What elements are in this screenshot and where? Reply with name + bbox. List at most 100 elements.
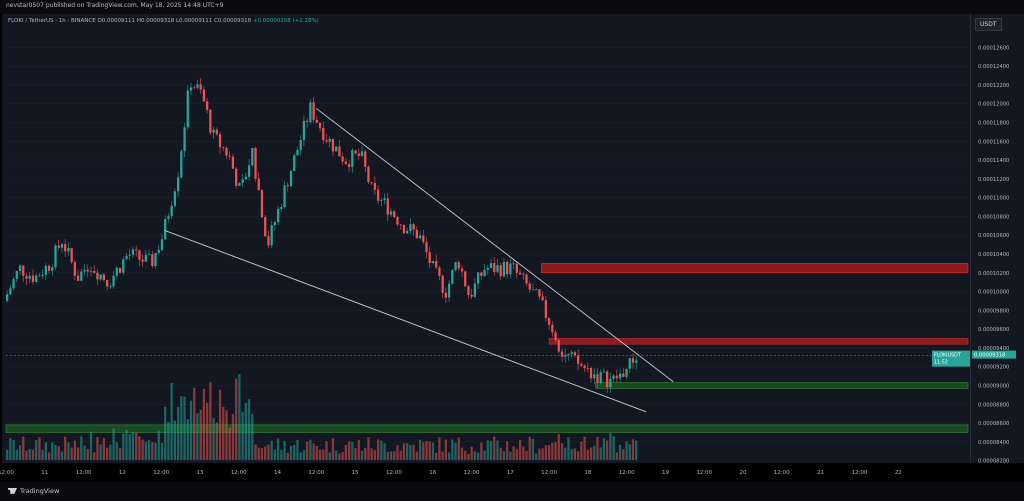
volume-bar bbox=[399, 450, 402, 460]
candle-body bbox=[212, 129, 215, 133]
volume-bar bbox=[325, 440, 328, 460]
y-tick-label: 0.00008600 bbox=[978, 421, 1009, 427]
volume-bar bbox=[528, 437, 531, 460]
volume-bar bbox=[31, 449, 35, 460]
candle-body bbox=[28, 275, 31, 279]
candle-body bbox=[606, 371, 609, 388]
x-tick-label: 12:00 bbox=[851, 470, 867, 476]
candle-body bbox=[125, 255, 128, 260]
trendline-upper bbox=[316, 108, 674, 383]
volume-bar bbox=[51, 442, 54, 460]
volume-bar bbox=[131, 431, 135, 460]
volume-bar bbox=[106, 447, 109, 460]
resistance-zone bbox=[541, 263, 969, 274]
candle-body bbox=[544, 300, 548, 318]
candle-body bbox=[273, 221, 277, 226]
candle-body bbox=[364, 151, 367, 167]
volume-bar bbox=[618, 444, 622, 460]
candle-body bbox=[218, 134, 222, 148]
volume-bar bbox=[470, 446, 473, 460]
candle-body bbox=[86, 269, 89, 272]
volume-bar bbox=[357, 440, 360, 460]
candle-body bbox=[6, 294, 9, 301]
candle-body bbox=[447, 283, 451, 298]
candle-body bbox=[293, 155, 296, 172]
candle-body bbox=[183, 127, 186, 152]
candle-body bbox=[460, 268, 464, 272]
volume-bar bbox=[589, 447, 593, 460]
candle-body bbox=[254, 148, 257, 179]
volume-bar bbox=[557, 434, 560, 460]
volume-bar bbox=[44, 442, 47, 460]
candle-body bbox=[480, 272, 483, 276]
volume-bar bbox=[35, 440, 38, 460]
volume-bar bbox=[125, 429, 128, 460]
candle-body bbox=[112, 275, 115, 287]
candle-body bbox=[18, 265, 22, 271]
volume-bar bbox=[564, 447, 567, 460]
publish-bar: nevstar0507 published on TradingView.com… bbox=[0, 0, 1024, 14]
candle-body bbox=[586, 368, 589, 369]
x-tick-label: 12:00 bbox=[774, 470, 790, 476]
y-tick-label: 0.00010400 bbox=[978, 252, 1009, 258]
candle-body bbox=[157, 249, 160, 253]
volume-bar bbox=[335, 450, 338, 460]
candle-body bbox=[41, 274, 44, 276]
volume-bar bbox=[547, 445, 551, 460]
volume-bar bbox=[202, 388, 206, 460]
candle-body bbox=[502, 261, 506, 277]
candle-body bbox=[80, 271, 83, 281]
price-axis[interactable] bbox=[970, 14, 1024, 463]
x-tick-label: 20 bbox=[740, 470, 747, 476]
candle-body bbox=[118, 267, 122, 273]
candle-body bbox=[444, 292, 447, 298]
volume-bar bbox=[344, 445, 347, 460]
volume-bar bbox=[225, 410, 228, 460]
axis-price-value: 0.00009318 bbox=[974, 353, 1005, 359]
volume-bar bbox=[70, 447, 73, 460]
candle-body bbox=[302, 120, 306, 141]
candle-body bbox=[51, 267, 54, 271]
tradingview-logo[interactable]: TradingView bbox=[8, 487, 59, 495]
y-tick-label: 0.00011800 bbox=[978, 121, 1009, 127]
candle-body bbox=[522, 274, 525, 276]
candle-body bbox=[99, 274, 102, 280]
volume-bar bbox=[318, 449, 322, 460]
candle-body bbox=[577, 355, 580, 364]
footer-bar bbox=[0, 482, 1024, 501]
y-tick-label: 0.00011400 bbox=[978, 158, 1009, 164]
y-tick-label: 0.00011200 bbox=[978, 177, 1009, 183]
volume-bar bbox=[609, 433, 612, 460]
volume-bar bbox=[144, 441, 147, 460]
currency-selector[interactable]: USDT bbox=[975, 18, 1002, 31]
last-price-countdown: 11:52 bbox=[934, 360, 948, 366]
volume-bar bbox=[41, 449, 44, 460]
volume-bar bbox=[18, 445, 22, 460]
candle-body bbox=[247, 165, 251, 177]
volume-bar bbox=[622, 449, 625, 460]
volume-bar bbox=[147, 439, 151, 460]
volume-bar bbox=[467, 453, 470, 460]
volume-bar bbox=[586, 449, 589, 460]
volume-bar bbox=[409, 444, 412, 460]
candle-body bbox=[228, 155, 231, 157]
support-zone bbox=[5, 424, 969, 433]
candle-body bbox=[202, 89, 206, 102]
candle-body bbox=[22, 265, 25, 276]
volume-bar bbox=[486, 440, 489, 460]
candle-body bbox=[489, 263, 493, 268]
trendline-lower bbox=[164, 230, 647, 413]
candle-body bbox=[335, 146, 338, 152]
candle-body bbox=[338, 146, 341, 157]
x-tick-label: 17 bbox=[507, 470, 514, 476]
x-tick-label: 12:00 bbox=[231, 470, 247, 476]
volume-bar bbox=[9, 438, 12, 460]
candle-body bbox=[399, 224, 402, 226]
symbol-legend[interactable]: FLOKI / TetherUS · 1h · BINANCE O0.00009… bbox=[8, 18, 319, 24]
candle-body bbox=[96, 272, 99, 280]
candle-body bbox=[612, 375, 615, 379]
volume-bar bbox=[235, 378, 238, 460]
candle-body bbox=[128, 254, 131, 256]
volume-bar bbox=[525, 450, 528, 460]
candle-body bbox=[318, 122, 322, 129]
